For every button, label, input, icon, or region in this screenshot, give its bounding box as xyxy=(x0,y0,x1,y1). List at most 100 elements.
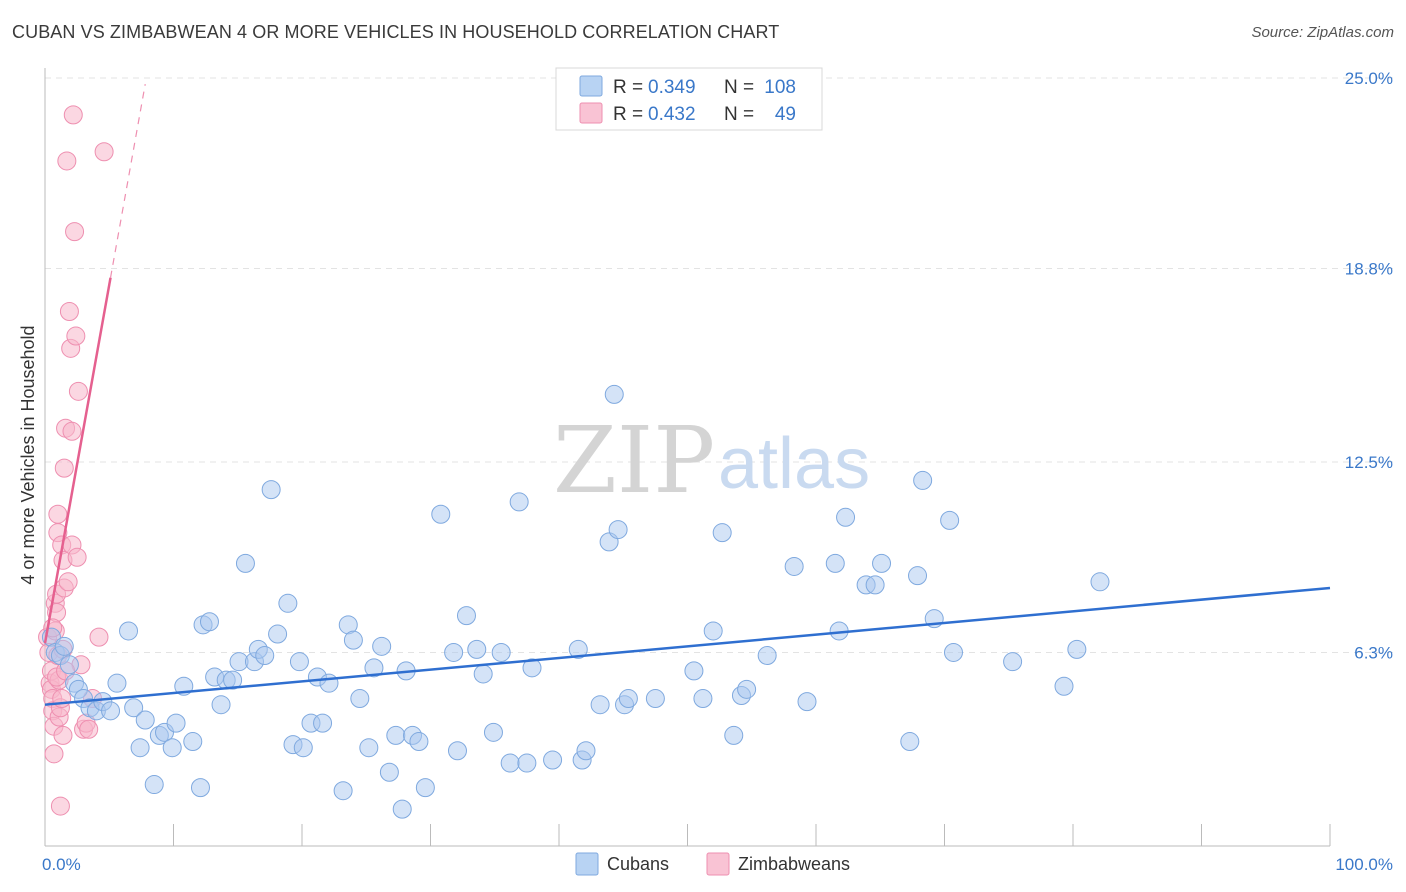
zimbabweans-point xyxy=(65,222,85,242)
zimbabweans-point xyxy=(57,151,77,171)
source-label: Source: ZipAtlas.com xyxy=(1251,24,1394,41)
cubans-point xyxy=(456,606,476,626)
cubans-point xyxy=(255,646,275,666)
cubans-point xyxy=(604,384,624,404)
zimbabweans-n-label: N = xyxy=(724,104,754,125)
y-tick-label-2: 18.8% xyxy=(1345,259,1393,278)
cubans-point xyxy=(107,673,127,693)
y-tick-label-3: 25.0% xyxy=(1345,69,1393,88)
zimbabweans-point xyxy=(79,719,99,739)
cubans-point xyxy=(491,642,511,662)
cubans-trend-line xyxy=(44,586,1331,706)
cubans-point xyxy=(872,553,892,573)
zimbabweans-point xyxy=(89,627,109,647)
legend-zimbabweans-label: Zimbabweans xyxy=(738,854,850,874)
cubans-point xyxy=(444,642,464,662)
cubans-point xyxy=(199,612,219,632)
cubans-point xyxy=(724,725,744,745)
cubans-point xyxy=(825,553,845,573)
cubans-point xyxy=(313,713,333,733)
cubans-point xyxy=(608,520,628,540)
y-tick-labels: 6.3% 12.5% 18.8% 25.0% xyxy=(1345,69,1393,662)
cubans-point xyxy=(836,507,856,527)
cubans-point xyxy=(522,658,542,678)
cubans-point xyxy=(712,523,732,543)
cubans-point xyxy=(618,689,638,709)
cubans-point xyxy=(568,639,588,659)
cubans-point xyxy=(645,689,665,709)
cubans-point xyxy=(319,673,339,693)
cubans-point xyxy=(289,652,309,672)
cubans-point xyxy=(293,738,313,758)
y-tick-label-0: 6.3% xyxy=(1354,643,1393,662)
cubans-point xyxy=(350,689,370,709)
y-tick-label-1: 12.5% xyxy=(1345,453,1393,472)
cubans-point xyxy=(517,753,537,773)
cubans-point xyxy=(409,732,429,752)
zimbabweans-point xyxy=(53,725,73,745)
zimbabweans-r-label: R = xyxy=(613,104,643,125)
stats-legend: R = 0.349 N = 108 R = 0.432 N = 49 xyxy=(555,67,823,131)
cubans-point xyxy=(467,639,487,659)
cubans-point xyxy=(500,753,520,773)
x-tick-labels: 0.0% 100.0% xyxy=(42,855,1393,874)
cubans-point xyxy=(278,593,298,613)
cubans-swatch xyxy=(579,75,603,97)
cubans-point xyxy=(1067,639,1087,659)
cubans-point xyxy=(543,750,563,770)
zimbabweans-point xyxy=(63,105,83,125)
cubans-point xyxy=(359,738,379,758)
cubans-point xyxy=(333,781,353,801)
legend-cubans-label: Cubans xyxy=(607,854,669,874)
cubans-point xyxy=(483,722,503,742)
cubans-point xyxy=(757,646,777,666)
zimbabweans-point xyxy=(50,796,70,816)
cubans-point xyxy=(364,658,384,678)
cubans-point xyxy=(386,725,406,745)
zimbabweans-point xyxy=(54,458,74,478)
zimbabweans-point xyxy=(67,547,87,567)
x-tick-label-min: 0.0% xyxy=(42,855,81,874)
zimbabweans-point xyxy=(94,142,114,162)
cubans-n-label: N = xyxy=(724,77,754,98)
zimbabweans-point xyxy=(44,744,64,764)
axes xyxy=(44,68,1331,847)
cubans-point xyxy=(415,778,435,798)
zimbabweans-point xyxy=(68,381,88,401)
cubans-points xyxy=(41,384,1110,819)
cubans-point xyxy=(447,741,467,761)
cubans-n-value: 108 xyxy=(764,77,796,98)
cubans-point xyxy=(343,630,363,650)
zimbabweans-swatch xyxy=(579,102,603,124)
cubans-point xyxy=(576,741,596,761)
cubans-point xyxy=(124,698,144,718)
cubans-point xyxy=(379,762,399,782)
cubans-point xyxy=(130,738,150,758)
legend-cubans-swatch xyxy=(575,852,599,876)
legend-zimbabweans-swatch xyxy=(706,852,730,876)
zimbabweans-trend-line xyxy=(43,277,112,644)
zimbabweans-trend-extension xyxy=(109,84,146,278)
cubans-point xyxy=(1090,572,1110,592)
cubans-point xyxy=(693,689,713,709)
cubans-point xyxy=(703,621,723,641)
cubans-point xyxy=(211,695,231,715)
cubans-point xyxy=(162,738,182,758)
cubans-point xyxy=(101,701,121,721)
cubans-point xyxy=(737,679,757,699)
zimbabweans-point xyxy=(66,326,86,346)
cubans-point xyxy=(183,732,203,752)
cubans-point xyxy=(372,636,392,656)
zimbabweans-point xyxy=(59,301,79,321)
cubans-point xyxy=(473,664,493,684)
cubans-point xyxy=(166,713,186,733)
series-legend: Cubans Zimbabweans xyxy=(575,852,850,876)
cubans-point xyxy=(54,636,74,656)
cubans-point xyxy=(590,695,610,715)
cubans-point xyxy=(223,670,243,690)
cubans-point xyxy=(59,655,79,675)
y-axis-title: 4 or more Vehicles in Household xyxy=(18,325,38,584)
cubans-r-value: 0.349 xyxy=(648,77,696,98)
watermark-atlas: atlas xyxy=(718,424,870,504)
